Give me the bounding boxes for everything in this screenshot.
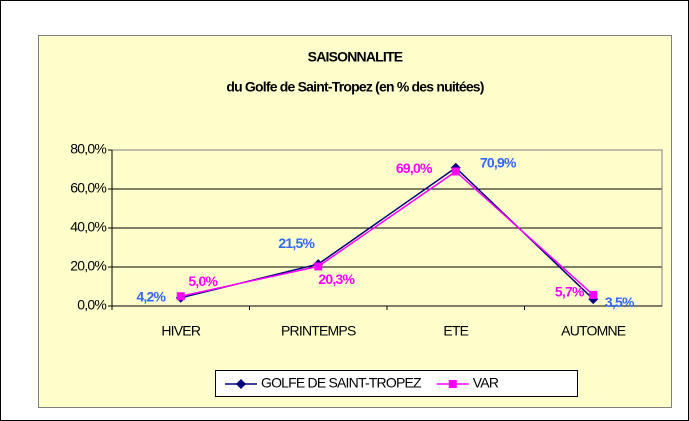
x-tick-label: PRINTEMPS — [281, 323, 356, 339]
marker — [236, 379, 246, 389]
marker — [314, 262, 323, 271]
legend-label: GOLFE DE SAINT-TROPEZ — [261, 375, 422, 391]
y-tick-label: 60,0% — [70, 180, 106, 196]
y-tick-label: 20,0% — [70, 258, 106, 274]
data-label: 70,9% — [480, 154, 517, 170]
data-label: 3,5% — [605, 294, 635, 310]
y-tick-label: 40,0% — [70, 219, 106, 235]
data-label: 21,5% — [278, 235, 315, 251]
marker — [589, 290, 598, 299]
x-tick-label: AUTOMNE — [561, 323, 626, 339]
legend — [215, 370, 578, 397]
data-label: 4,2% — [136, 289, 166, 305]
data-label: 5,0% — [188, 273, 218, 289]
marker — [451, 167, 460, 176]
y-tick-label: 80,0% — [70, 141, 106, 157]
chart-area — [38, 35, 672, 408]
data-label: 69,0% — [396, 160, 433, 176]
y-tick-label: 0,0% — [77, 297, 106, 313]
marker — [176, 292, 185, 301]
data-label: 5,7% — [555, 284, 585, 300]
series-line — [180, 170, 594, 297]
chart-subtitle: du Golfe de Saint-Tropez (en % des nuité… — [226, 79, 483, 95]
legend-label: VAR — [473, 375, 499, 391]
marker — [448, 380, 457, 388]
chart-title: SAISONNALITE — [308, 49, 403, 65]
x-tick-label: HIVER — [161, 323, 200, 339]
x-tick-label: ETE — [443, 323, 468, 339]
data-label: 20,3% — [318, 271, 355, 287]
